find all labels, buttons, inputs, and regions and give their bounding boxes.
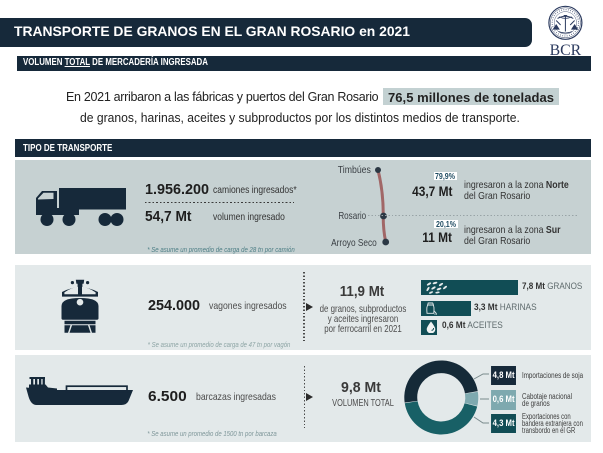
- svg-text:BCR: BCR: [550, 42, 582, 56]
